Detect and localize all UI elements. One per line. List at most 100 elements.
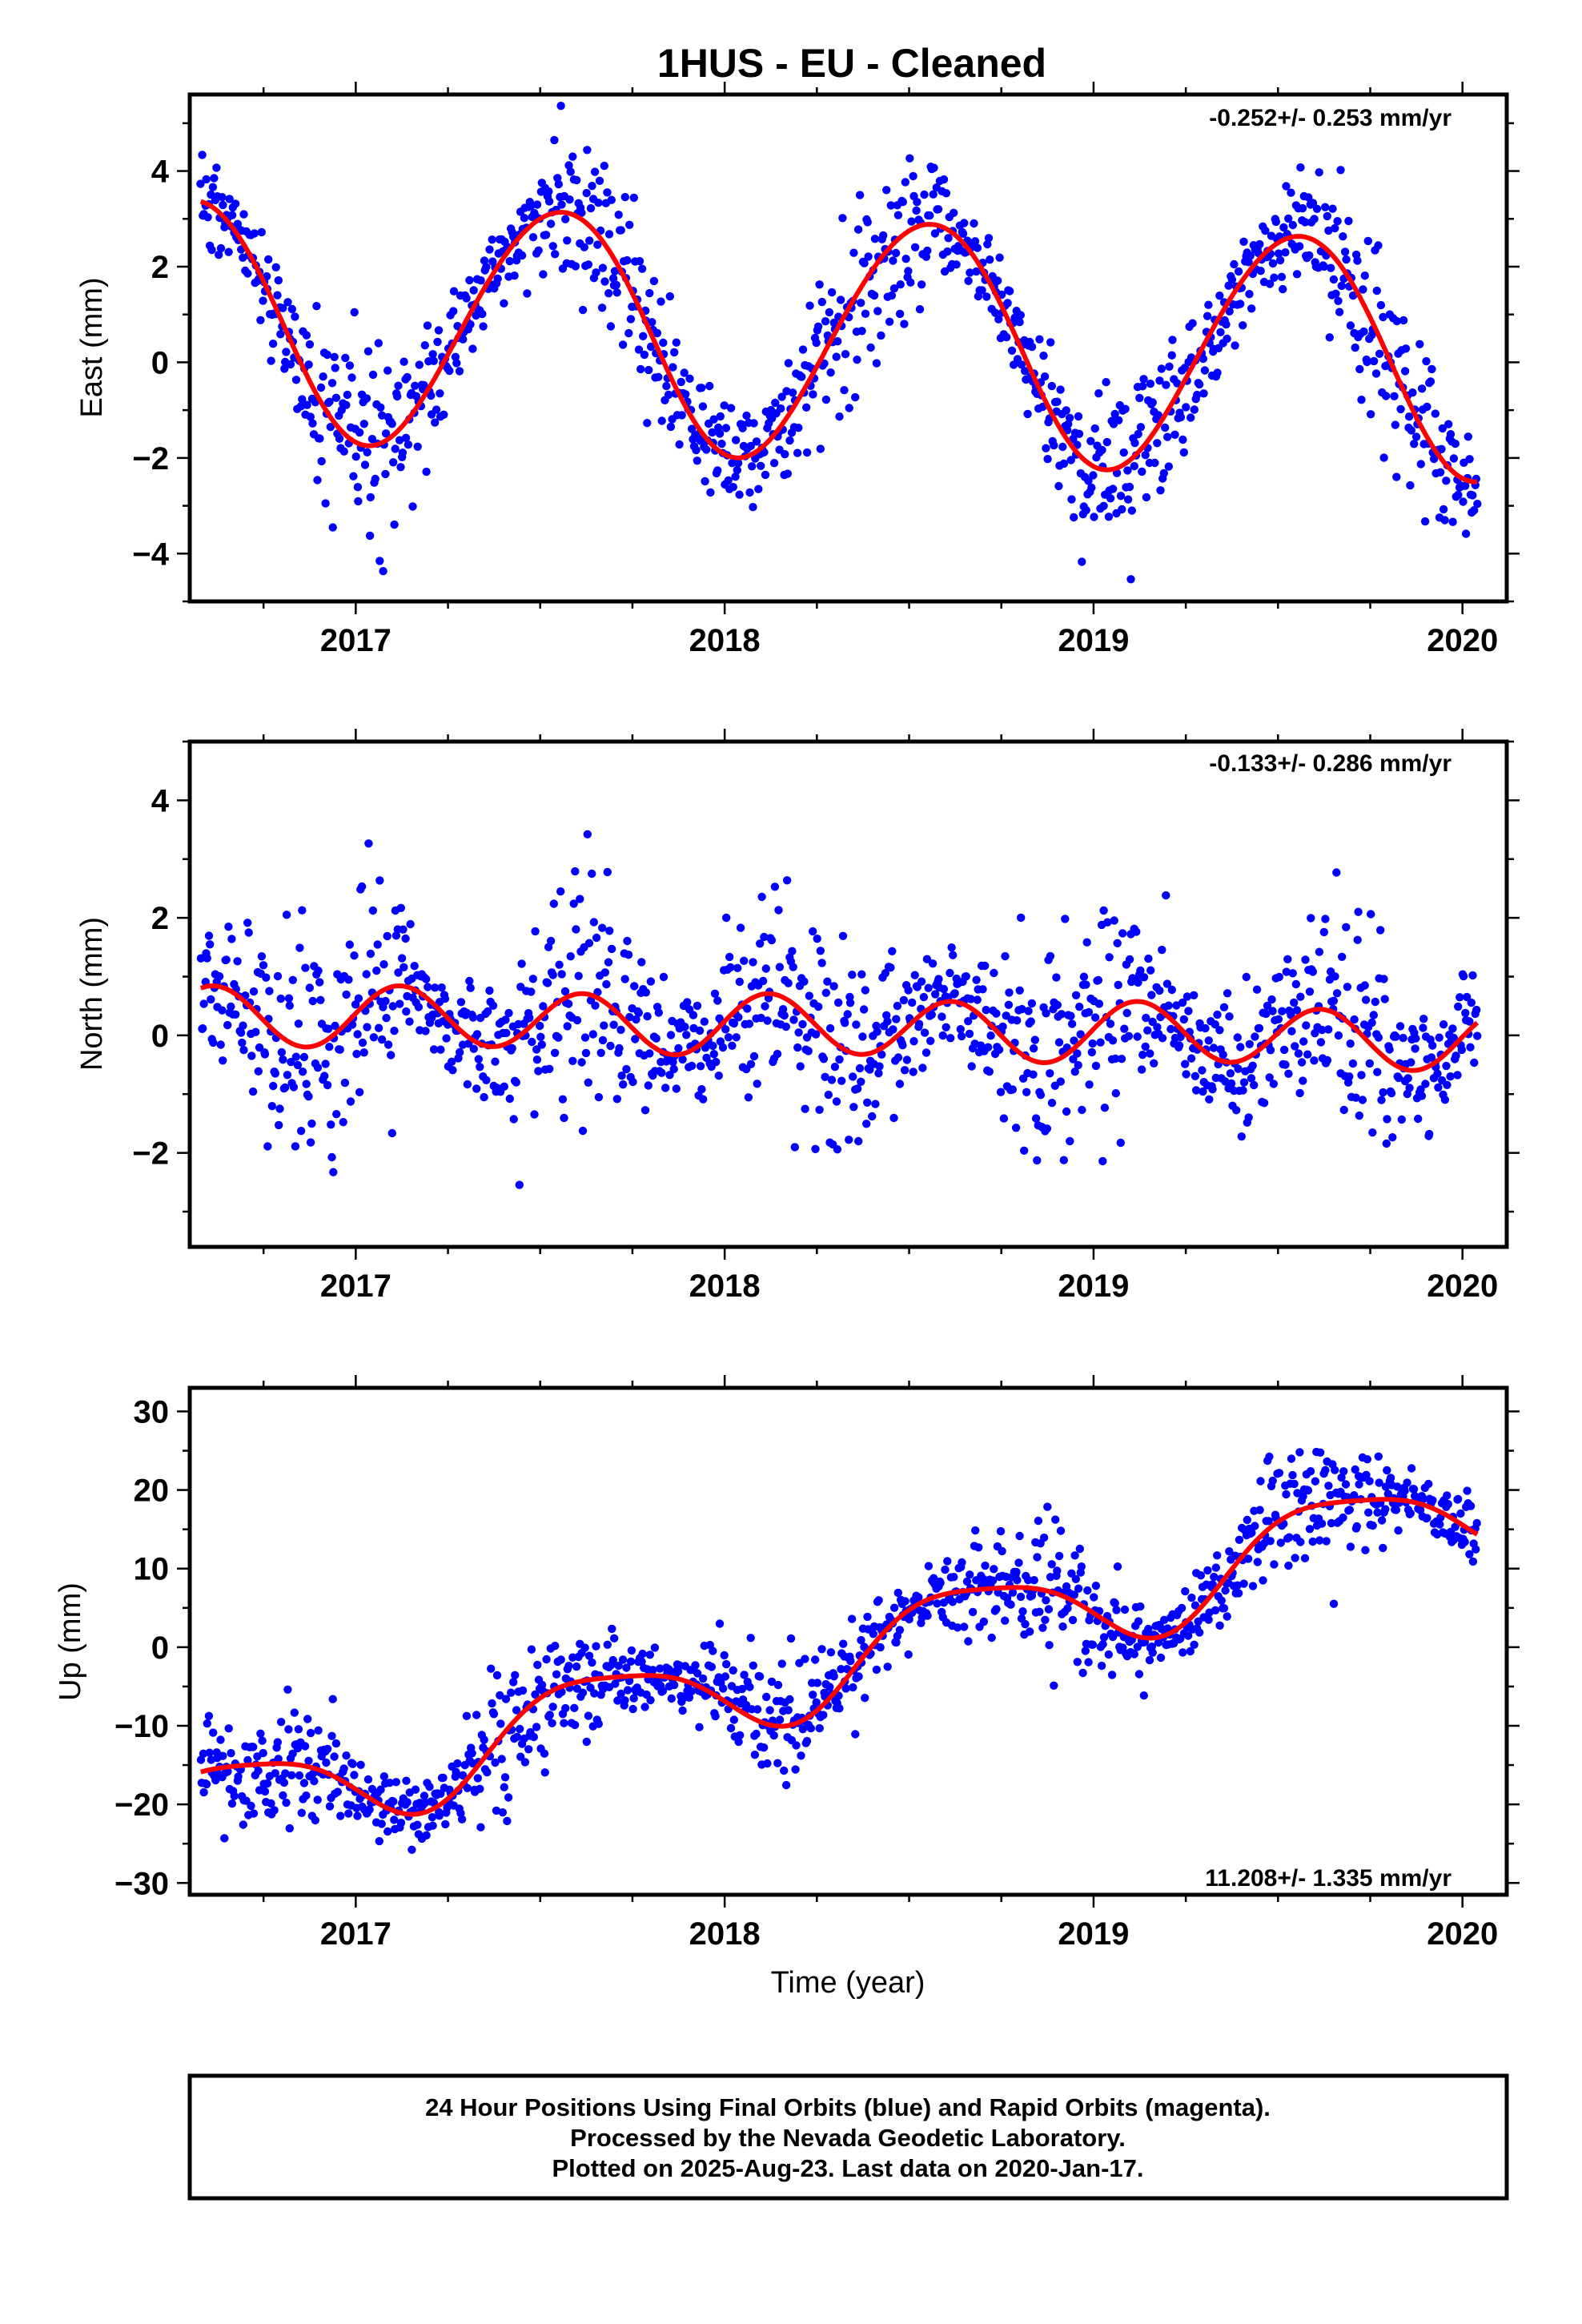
- up-point: [825, 1683, 834, 1691]
- north-point: [814, 1002, 823, 1011]
- up-point: [646, 1695, 655, 1705]
- up-point: [752, 1729, 761, 1739]
- up-point: [1308, 1537, 1317, 1546]
- north-point: [1367, 910, 1375, 919]
- north-point: [1291, 1042, 1299, 1051]
- north-point: [502, 1028, 511, 1038]
- north-point: [1466, 1043, 1475, 1051]
- up-point: [216, 1735, 225, 1744]
- up-rate-annotation: 11.208+/- 1.335 mm/yr: [1205, 1865, 1452, 1892]
- north-point: [1056, 1077, 1066, 1086]
- north-point: [998, 1022, 1007, 1031]
- north-point: [1373, 1068, 1382, 1076]
- east-point: [1239, 321, 1247, 330]
- east-point: [984, 234, 994, 243]
- up-point: [971, 1526, 980, 1535]
- north-point: [580, 1033, 590, 1042]
- east-point: [546, 219, 556, 228]
- up-point: [1139, 1691, 1149, 1700]
- east-point: [298, 395, 307, 404]
- east-point: [1411, 432, 1421, 441]
- up-plot-frame: [187, 1385, 1509, 1897]
- east-point: [1102, 437, 1112, 447]
- up-point: [1104, 1650, 1114, 1659]
- up-point: [1282, 1490, 1291, 1499]
- east-points: [196, 102, 1482, 584]
- north-point: [743, 1004, 752, 1013]
- east-point: [1230, 259, 1239, 269]
- north-point: [400, 963, 408, 972]
- north-point: [543, 979, 552, 987]
- east-point: [1304, 193, 1313, 202]
- east-point: [877, 331, 885, 340]
- up-point: [389, 1797, 398, 1806]
- east-point: [341, 353, 350, 363]
- up-point: [620, 1696, 629, 1705]
- north-point: [491, 1057, 500, 1066]
- north-point: [374, 1023, 383, 1032]
- east-point: [1287, 188, 1295, 197]
- north-point: [881, 969, 890, 978]
- east-point: [500, 299, 508, 308]
- north-point: [1310, 1056, 1319, 1065]
- north-point: [845, 999, 855, 1007]
- east-y-tick-label: 4: [151, 155, 170, 190]
- east-point: [595, 176, 604, 185]
- east-point: [391, 444, 400, 453]
- east-point: [1351, 343, 1359, 352]
- north-point: [1182, 992, 1192, 1001]
- east-point: [705, 381, 714, 391]
- east-point: [1065, 413, 1074, 422]
- north-point: [1365, 1059, 1375, 1068]
- up-y-tick-label: 0: [151, 1630, 169, 1666]
- up-y-tick-label: 10: [134, 1552, 170, 1587]
- north-point: [354, 994, 363, 1003]
- up-point: [428, 1821, 437, 1830]
- north-point: [1234, 1064, 1243, 1073]
- north-point: [1281, 1060, 1290, 1069]
- east-point: [952, 260, 961, 269]
- north-point: [1191, 1086, 1201, 1095]
- up-point: [1463, 1486, 1472, 1495]
- east-point: [1298, 203, 1307, 213]
- east-point: [445, 366, 454, 376]
- east-point: [527, 201, 536, 211]
- north-point: [578, 1126, 588, 1136]
- north-point: [1029, 1070, 1038, 1080]
- north-point: [1292, 1006, 1302, 1015]
- north-point: [1087, 1047, 1097, 1057]
- east-point: [1363, 236, 1373, 246]
- east-point: [208, 183, 218, 191]
- east-point: [600, 277, 609, 286]
- east-point: [1119, 448, 1128, 457]
- east-point: [1157, 364, 1166, 373]
- east-point: [1114, 416, 1123, 424]
- east-point: [1327, 263, 1335, 272]
- up-point: [883, 1663, 892, 1671]
- east-point: [1167, 351, 1176, 360]
- north-point: [383, 931, 391, 941]
- east-point: [1089, 471, 1098, 480]
- north-point: [729, 1019, 739, 1028]
- north-point: [1321, 915, 1330, 923]
- east-point: [1223, 334, 1231, 344]
- up-x-tick-label: 2020: [1427, 1916, 1498, 1952]
- north-point: [1305, 987, 1315, 996]
- up-point: [310, 1776, 319, 1786]
- up-point: [968, 1607, 978, 1617]
- east-point: [250, 229, 259, 238]
- east-point: [1281, 248, 1290, 257]
- up-point: [1268, 1476, 1277, 1486]
- north-point: [1338, 952, 1347, 962]
- north-point: [504, 1008, 513, 1018]
- up-point: [1041, 1615, 1050, 1625]
- east-point: [395, 436, 404, 444]
- north-point: [596, 1048, 605, 1058]
- east-point: [1182, 403, 1191, 412]
- north-point: [1266, 1046, 1275, 1055]
- north-point: [557, 970, 566, 979]
- east-point: [331, 364, 339, 372]
- east-point: [488, 235, 496, 244]
- north-point: [1138, 1051, 1147, 1059]
- north-point: [379, 960, 388, 969]
